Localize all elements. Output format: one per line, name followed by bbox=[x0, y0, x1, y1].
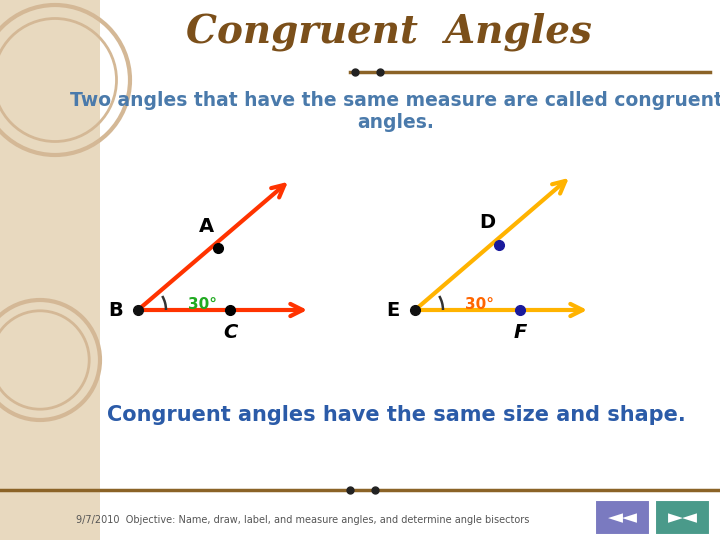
Text: 30°: 30° bbox=[465, 297, 494, 312]
Text: F: F bbox=[513, 322, 527, 341]
Bar bbox=[655, 500, 710, 535]
Text: B: B bbox=[109, 300, 123, 320]
Text: Congruent angles have the same size and shape.: Congruent angles have the same size and … bbox=[107, 405, 685, 425]
Text: D: D bbox=[479, 213, 495, 233]
Text: angles.: angles. bbox=[358, 112, 434, 132]
Text: ►◄: ►◄ bbox=[667, 508, 698, 527]
Bar bbox=[595, 500, 650, 535]
Text: 30°: 30° bbox=[188, 297, 217, 312]
Text: ◄◄: ◄◄ bbox=[608, 508, 637, 527]
Text: Two angles that have the same measure are called congruent: Two angles that have the same measure ar… bbox=[70, 91, 720, 110]
Text: Congruent  Angles: Congruent Angles bbox=[186, 13, 592, 51]
Text: C: C bbox=[223, 322, 237, 341]
Text: A: A bbox=[199, 217, 214, 235]
Text: 9/7/2010  Objective: Name, draw, label, and measure angles, and determine angle : 9/7/2010 Objective: Name, draw, label, a… bbox=[76, 515, 529, 525]
Polygon shape bbox=[0, 0, 100, 540]
Text: E: E bbox=[387, 300, 400, 320]
